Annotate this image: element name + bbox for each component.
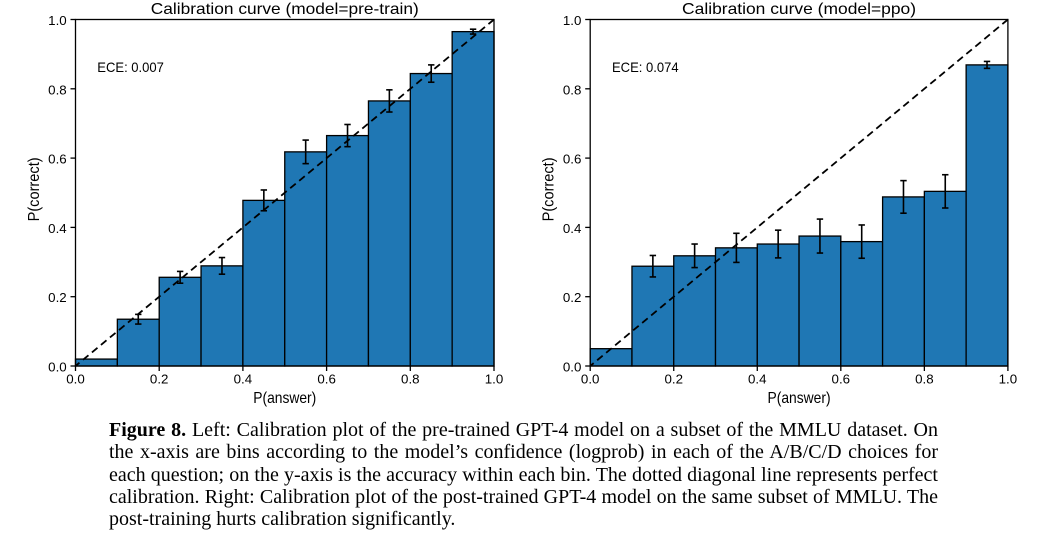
- svg-text:0.4: 0.4: [563, 222, 582, 236]
- svg-text:0.0: 0.0: [48, 360, 67, 374]
- svg-text:P(correct): P(correct): [541, 157, 558, 221]
- svg-text:P(correct): P(correct): [26, 157, 43, 221]
- svg-text:0.4: 0.4: [748, 373, 767, 387]
- svg-text:1.0: 1.0: [485, 373, 504, 387]
- svg-text:Calibration curve (model=ppo): Calibration curve (model=ppo): [682, 0, 916, 18]
- svg-text:0.6: 0.6: [317, 373, 336, 387]
- svg-text:1.0: 1.0: [48, 14, 67, 28]
- svg-text:0.0: 0.0: [581, 373, 600, 387]
- svg-text:0.0: 0.0: [66, 373, 85, 387]
- svg-text:0.4: 0.4: [234, 373, 253, 387]
- svg-text:0.6: 0.6: [832, 373, 851, 387]
- svg-text:0.6: 0.6: [563, 153, 582, 167]
- svg-text:1.0: 1.0: [999, 373, 1018, 387]
- svg-text:ECE: 0.074: ECE: 0.074: [612, 60, 679, 75]
- svg-text:0.4: 0.4: [48, 222, 67, 236]
- svg-text:Calibration curve (model=pre-t: Calibration curve (model=pre-train): [151, 0, 419, 18]
- svg-text:0.8: 0.8: [401, 373, 420, 387]
- svg-text:0.0: 0.0: [563, 360, 582, 374]
- svg-text:0.8: 0.8: [563, 83, 582, 97]
- svg-text:P(answer): P(answer): [768, 390, 831, 407]
- svg-text:0.6: 0.6: [48, 153, 67, 167]
- svg-text:0.2: 0.2: [563, 291, 582, 305]
- svg-text:0.8: 0.8: [48, 83, 67, 97]
- svg-text:1.0: 1.0: [563, 14, 582, 28]
- svg-text:P(answer): P(answer): [253, 390, 316, 407]
- svg-text:0.2: 0.2: [664, 373, 683, 387]
- svg-text:0.2: 0.2: [150, 373, 169, 387]
- svg-text:0.8: 0.8: [915, 373, 934, 387]
- svg-text:0.2: 0.2: [48, 291, 67, 305]
- svg-text:ECE: 0.007: ECE: 0.007: [97, 60, 164, 75]
